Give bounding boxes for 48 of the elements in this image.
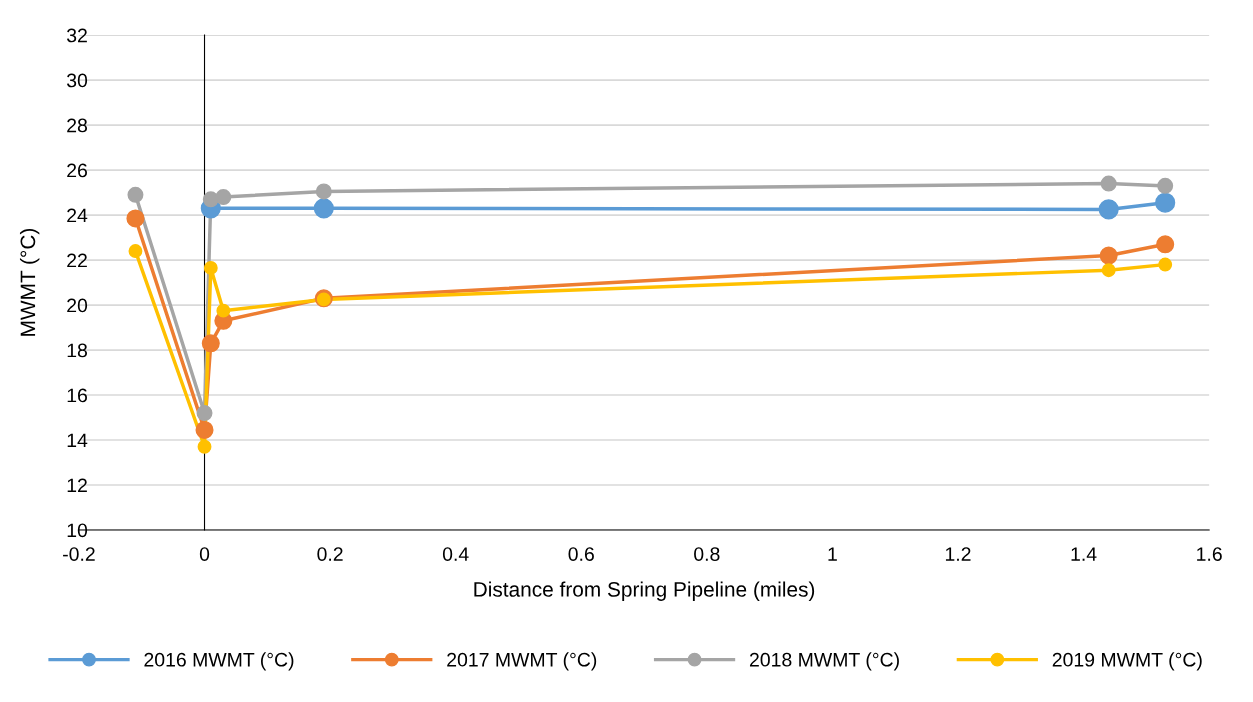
x-tick-label: 1.6 — [1197, 547, 1222, 561]
x-tick-label: 1.4 — [1071, 547, 1097, 561]
point — [1158, 257, 1173, 272]
x-axis-title: Distance from Spring Pipeline (miles) — [474, 581, 815, 601]
legend-label: 2019 MWMT (°C) — [1052, 652, 1202, 671]
x-tick-label: 0.6 — [568, 547, 594, 561]
y-tick-label: 26 — [67, 163, 87, 178]
y-tick-label: 12 — [67, 478, 87, 493]
y-tick-label: 14 — [67, 433, 88, 448]
legend-label: 2018 MWMT (°C) — [749, 652, 899, 671]
point — [203, 260, 218, 275]
y-tick-label: 18 — [67, 343, 88, 358]
x-tick-label: 0.8 — [694, 547, 720, 561]
point — [126, 209, 145, 228]
point — [313, 198, 334, 219]
point — [127, 186, 144, 203]
point — [1100, 175, 1117, 192]
point — [215, 189, 232, 206]
y-tick-label: 24 — [67, 208, 88, 223]
point — [315, 183, 332, 200]
point — [201, 334, 220, 353]
point — [1157, 177, 1174, 194]
x-tick-label: -0.2 — [63, 547, 95, 561]
x-tick-label: 0 — [199, 547, 210, 561]
x-tick-label: 0.4 — [442, 547, 469, 561]
legend-label: 2016 MWMT (°C) — [144, 652, 294, 671]
x-tick-label: 1.2 — [945, 547, 971, 561]
x-tick-label: 1 — [828, 547, 837, 561]
y-tick-label: 30 — [66, 73, 88, 88]
legend-label: 2017 MWMT (°C) — [447, 652, 597, 671]
point — [1101, 263, 1116, 278]
y-tick-label: 20 — [67, 298, 88, 313]
point — [1155, 192, 1176, 213]
point — [128, 244, 143, 259]
point — [197, 439, 212, 454]
y-tick-label: 32 — [66, 28, 87, 43]
point — [216, 303, 231, 318]
x-tick-label: 0.2 — [317, 547, 343, 561]
point — [196, 405, 213, 422]
point — [1156, 235, 1175, 254]
point — [195, 420, 214, 439]
y-tick-label: 16 — [67, 388, 87, 403]
point — [1099, 246, 1118, 265]
y-tick-label: 22 — [67, 253, 87, 268]
point — [1098, 199, 1119, 220]
y-tick-label: 28 — [67, 118, 88, 133]
y-axis-title: MWMT (°C) — [19, 228, 40, 336]
y-tick-label: 10 — [67, 523, 88, 538]
